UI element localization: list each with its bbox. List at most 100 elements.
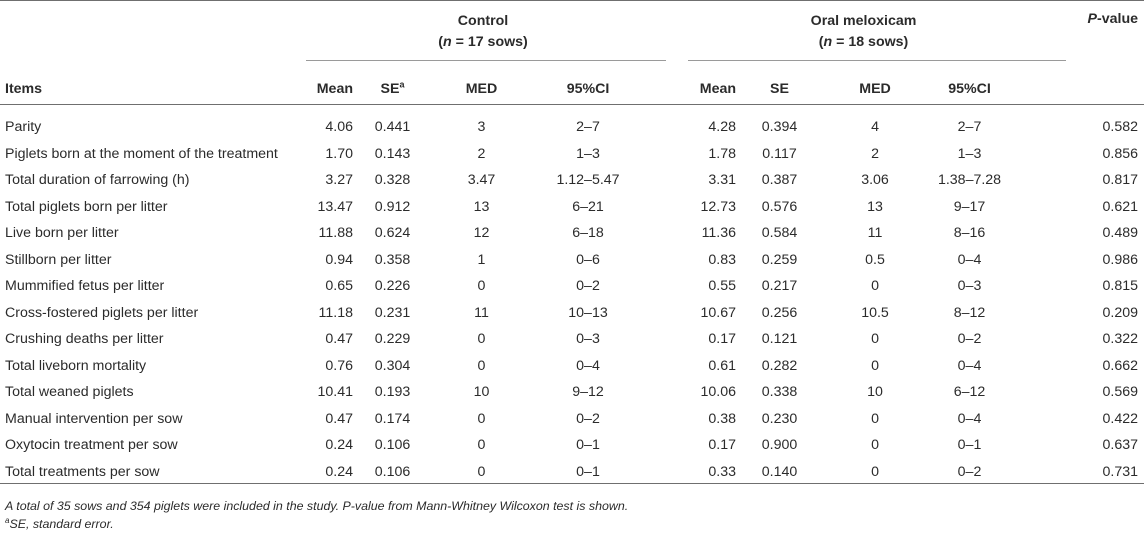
- meloxicam-se: 0.230: [761, 410, 798, 427]
- item-label: Total treatments per sow: [5, 463, 160, 480]
- items-header: Items: [5, 80, 43, 97]
- control-med: 12: [473, 225, 490, 242]
- meloxicam-se: 0.256: [761, 304, 798, 321]
- control-med: 2: [477, 145, 486, 162]
- meloxicam-med: 0: [871, 437, 879, 454]
- table-row: Total duration of farrowing (h) 3.27 0.328…: [0, 167, 1144, 194]
- control-mean: 1.70: [325, 145, 353, 162]
- item-label: Oxytocin treatment per sow: [5, 437, 178, 454]
- p-value: 0.856: [1102, 145, 1139, 162]
- control-mean: 4.06: [325, 119, 353, 136]
- table-body: Parity 4.06 0.441 3 2–7 4.28 0.394 4 2–7 0.582 Pig…: [0, 106, 1144, 485]
- meloxicam-med: 4: [871, 119, 879, 136]
- item-label: Cross-fostered piglets per litter: [5, 304, 199, 321]
- p-value: 0.582: [1102, 119, 1139, 136]
- control-mean: 10.41: [317, 384, 353, 401]
- control-ci-header: 95%CI: [566, 80, 610, 97]
- p-value: 0.621: [1102, 198, 1139, 215]
- table-footnotes: A total of 35 sows and 354 piglets were …: [5, 497, 628, 533]
- control-title: Control: [457, 13, 509, 29]
- control-ci: 0–3: [576, 331, 600, 348]
- control-ci: 6–21: [572, 198, 604, 215]
- control-se: 0.912: [374, 198, 411, 215]
- control-mean: 0.47: [325, 410, 353, 427]
- control-mean: 3.27: [325, 172, 353, 189]
- control-se-header: SEa: [380, 78, 405, 97]
- p-value: 0.322: [1102, 331, 1139, 348]
- meloxicam-se: 0.217: [761, 278, 798, 295]
- control-se: 0.328: [374, 172, 411, 189]
- meloxicam-med-header: MED: [859, 80, 891, 97]
- p-value: 0.662: [1102, 357, 1139, 374]
- table-row: Parity 4.06 0.441 3 2–7 4.28 0.394 4 2–7 0.582: [0, 106, 1144, 141]
- table-row: Total treatments per sow 0.24 0.106 0 0–1 0.3…: [0, 459, 1144, 486]
- control-ci: 10–13: [568, 304, 608, 321]
- control-ci: 9–12: [572, 384, 604, 401]
- meloxicam-ci: 0–1: [957, 437, 982, 454]
- control-med: 10: [473, 384, 490, 401]
- control-se: 0.304: [374, 357, 411, 374]
- control-se: 0.193: [374, 384, 411, 401]
- meloxicam-mean: 1.78: [708, 145, 737, 162]
- table-row: Piglets born at the moment of the treatm…: [0, 141, 1144, 168]
- control-med: 0: [477, 357, 486, 374]
- meloxicam-se: 0.338: [761, 384, 798, 401]
- meloxicam-ci: 9–17: [953, 198, 986, 215]
- control-se: 0.358: [374, 251, 411, 268]
- p-value: 0.817: [1102, 172, 1139, 189]
- meloxicam-mean: 3.31: [708, 172, 737, 189]
- control-mean: 0.47: [325, 331, 353, 348]
- control-med: 0: [477, 410, 486, 427]
- item-label: Parity: [5, 119, 42, 136]
- control-med-header: MED: [465, 80, 498, 97]
- table-row: Total liveborn mortality 0.76 0.304 0 0–4 0.6…: [0, 353, 1144, 380]
- item-label: Crushing deaths per litter: [5, 331, 164, 348]
- footnote-general: A total of 35 sows and 354 piglets were …: [5, 499, 629, 513]
- p-value: 0.209: [1102, 304, 1139, 321]
- meloxicam-se: 0.900: [761, 437, 798, 454]
- meloxicam-med: 10: [867, 384, 883, 401]
- meloxicam-mean: 10.67: [700, 304, 737, 321]
- item-label: Total piglets born per litter: [5, 198, 168, 215]
- meloxicam-mean: 0.83: [708, 251, 737, 268]
- control-med: 3: [477, 119, 486, 136]
- control-se: 0.174: [374, 410, 411, 427]
- item-label: Stillborn per litter: [5, 251, 112, 268]
- item-label: Mummified fetus per litter: [5, 278, 165, 295]
- meloxicam-med: 0.5: [865, 251, 885, 268]
- control-med: 11: [474, 304, 489, 321]
- meloxicam-ci: 0–3: [957, 278, 982, 295]
- footnote-se: aSE, standard error.: [5, 515, 114, 531]
- meloxicam-n: (n = 18 sows): [818, 34, 909, 50]
- control-mean: 0.24: [325, 437, 353, 454]
- control-ci: 0–4: [576, 357, 600, 374]
- control-ci: 0–1: [576, 437, 600, 454]
- p-value: 0.637: [1102, 437, 1139, 454]
- meloxicam-ci: 1–3: [957, 145, 982, 162]
- table-row: Manual intervention per sow 0.47 0.174 0 0–2…: [0, 406, 1144, 433]
- meloxicam-se: 0.282: [761, 357, 798, 374]
- p-value: 0.986: [1102, 251, 1139, 268]
- control-se: 0.143: [374, 145, 411, 162]
- item-label: Total duration of farrowing (h): [5, 172, 190, 189]
- p-value: 0.731: [1102, 463, 1139, 480]
- meloxicam-se: 0.584: [761, 225, 798, 242]
- meloxicam-mean: 10.06: [700, 384, 737, 401]
- p-value: 0.489: [1102, 225, 1139, 242]
- p-value: 0.815: [1102, 278, 1139, 295]
- control-med: 1: [477, 251, 486, 268]
- control-mean: 13.47: [317, 198, 353, 215]
- control-se: 0.106: [374, 463, 411, 480]
- meloxicam-se: 0.121: [761, 331, 798, 348]
- control-med: 0: [477, 437, 486, 454]
- control-se: 0.441: [374, 119, 411, 136]
- meloxicam-se: 0.117: [762, 145, 797, 162]
- meloxicam-group-header: Oral meloxicam (n = 18 sows): [663, 0, 1064, 71]
- meloxicam-med: 0: [871, 278, 879, 295]
- meloxicam-se: 0.387: [761, 172, 798, 189]
- item-label: Total liveborn mortality: [5, 357, 147, 374]
- meloxicam-se: 0.576: [761, 198, 798, 215]
- control-se: 0.624: [374, 225, 411, 242]
- meloxicam-mean: 11.36: [701, 225, 737, 242]
